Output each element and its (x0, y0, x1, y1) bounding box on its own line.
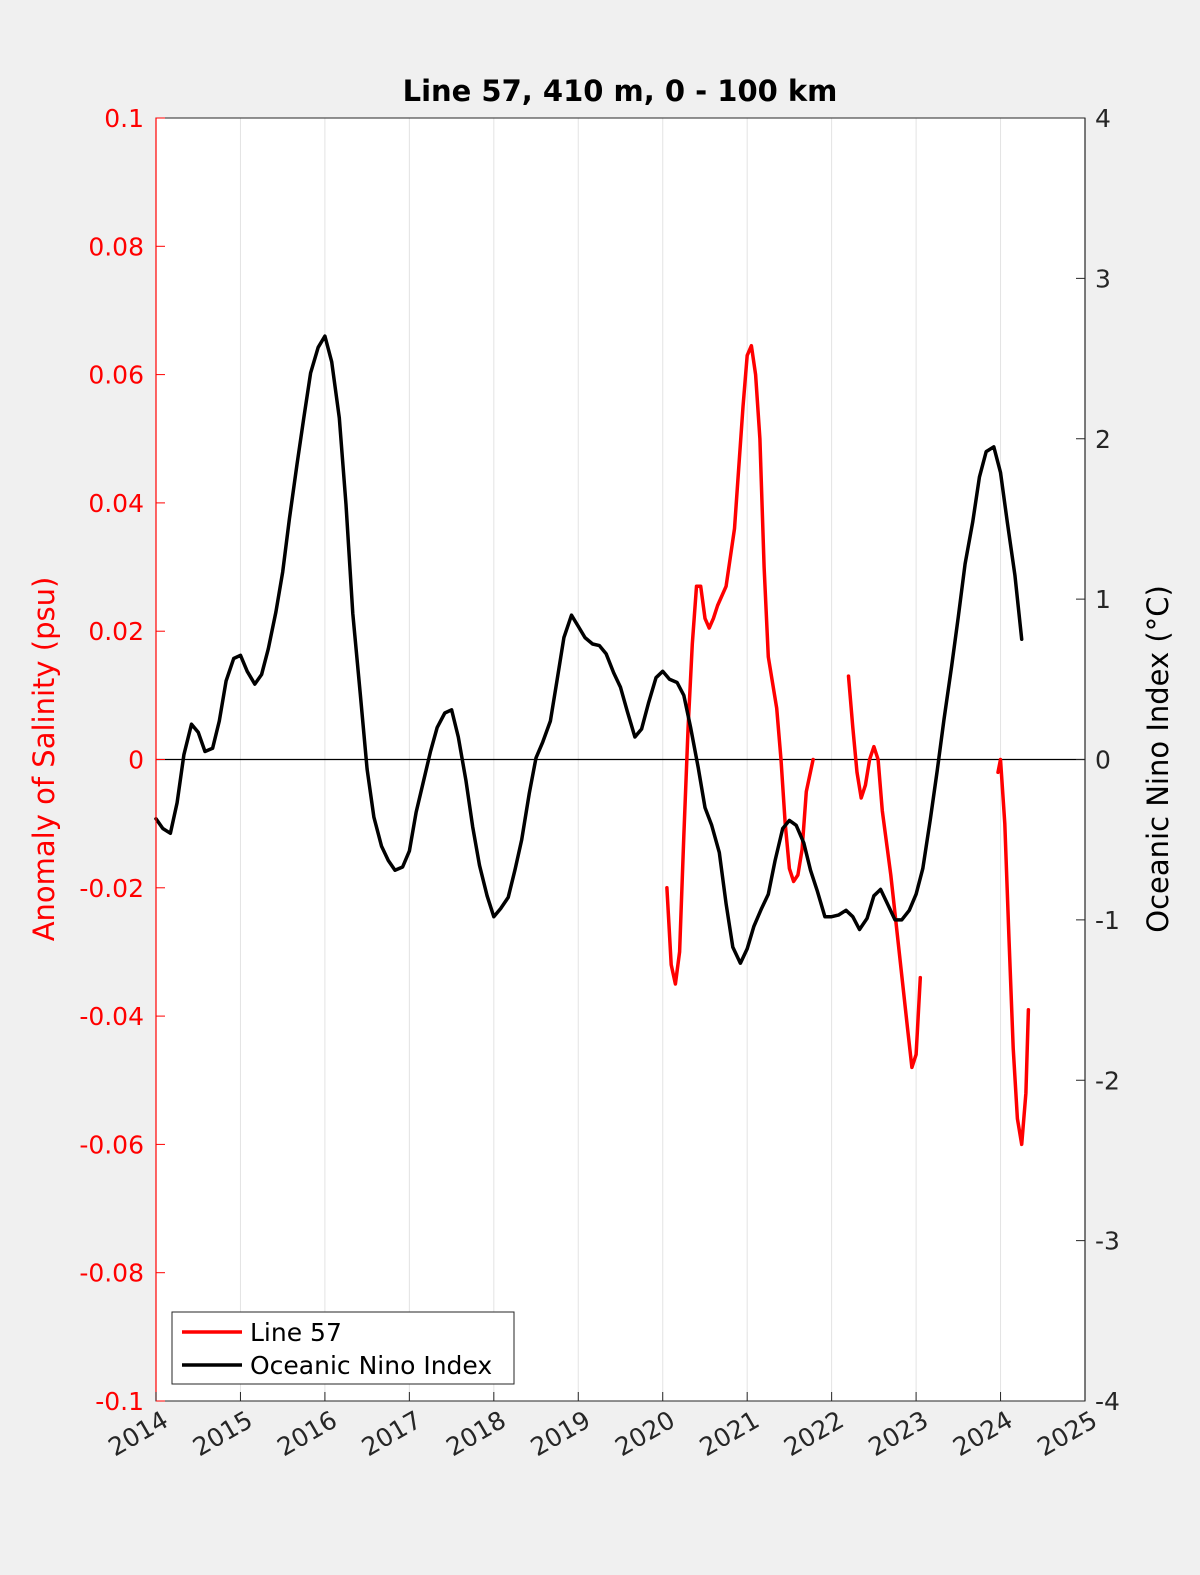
legend-label-line-57: Line 57 (250, 1318, 342, 1347)
y-axis-label-left: Anomaly of Salinity (psu) (27, 577, 61, 942)
y2-tick-label: 4 (1095, 104, 1111, 133)
x-tick-label: 2019 (526, 1405, 596, 1462)
y2-tick-label: 3 (1095, 264, 1111, 293)
y-tick-label: -0.02 (79, 874, 144, 903)
y-tick-label: 0.08 (88, 232, 144, 261)
y2-tick-label: 0 (1095, 746, 1111, 775)
y-axis-label-right: Oceanic Nino Index (°C) (1141, 585, 1175, 933)
series-line-57-segment-0 (665, 343, 815, 986)
y-tick-label: 0 (128, 746, 144, 775)
x-tick-label: 2024 (948, 1405, 1018, 1462)
y-tick-label: -0.08 (79, 1259, 144, 1288)
x-tick-label: 2018 (441, 1405, 511, 1462)
x-tick-label: 2017 (357, 1405, 427, 1462)
y2-tick-label: -1 (1095, 906, 1120, 935)
legend: Line 57 Oceanic Nino Index (171, 1311, 515, 1385)
y2-tick-label: -2 (1095, 1066, 1120, 1095)
y-tick-label: -0.06 (79, 1130, 144, 1159)
series-line-57-segment-1 (846, 674, 923, 1070)
x-tick-label: 2015 (188, 1405, 258, 1462)
x-tick-label: 2023 (863, 1405, 933, 1462)
x-tick-label: 2020 (610, 1405, 680, 1462)
series-lines (154, 334, 1031, 1147)
series-line-57-segment-2 (996, 757, 1031, 1147)
y-tick-label: 0.04 (88, 489, 144, 518)
y-tick-label: -0.04 (79, 1002, 144, 1031)
series-oni-segment-0 (154, 334, 1024, 965)
y-tick-label: 0.02 (88, 617, 144, 646)
y-tick-label: 0.06 (88, 361, 144, 390)
x-tick-label: 2016 (272, 1405, 342, 1462)
legend-box (171, 1311, 515, 1385)
chart-title: Line 57, 410 m, 0 - 100 km (403, 74, 838, 108)
x-tick-label: 2025 (1032, 1405, 1102, 1462)
x-tick-label: 2021 (695, 1405, 765, 1462)
y2-tick-label: 1 (1095, 585, 1111, 614)
y2-tick-label: -3 (1095, 1227, 1120, 1256)
x-tick-label: 2022 (779, 1405, 849, 1462)
y-tick-label: -0.1 (95, 1387, 144, 1416)
y2-tick-label: -4 (1095, 1387, 1120, 1416)
y2-tick-label: 2 (1095, 425, 1111, 454)
y-tick-label: 0.1 (104, 104, 144, 133)
axis-ticks: 2 0 1 4 2015 2016 2017 2018 2019 2020 2021 2022 2023… (79, 104, 1120, 1462)
legend-label-oni: Oceanic Nino Index (250, 1351, 492, 1380)
